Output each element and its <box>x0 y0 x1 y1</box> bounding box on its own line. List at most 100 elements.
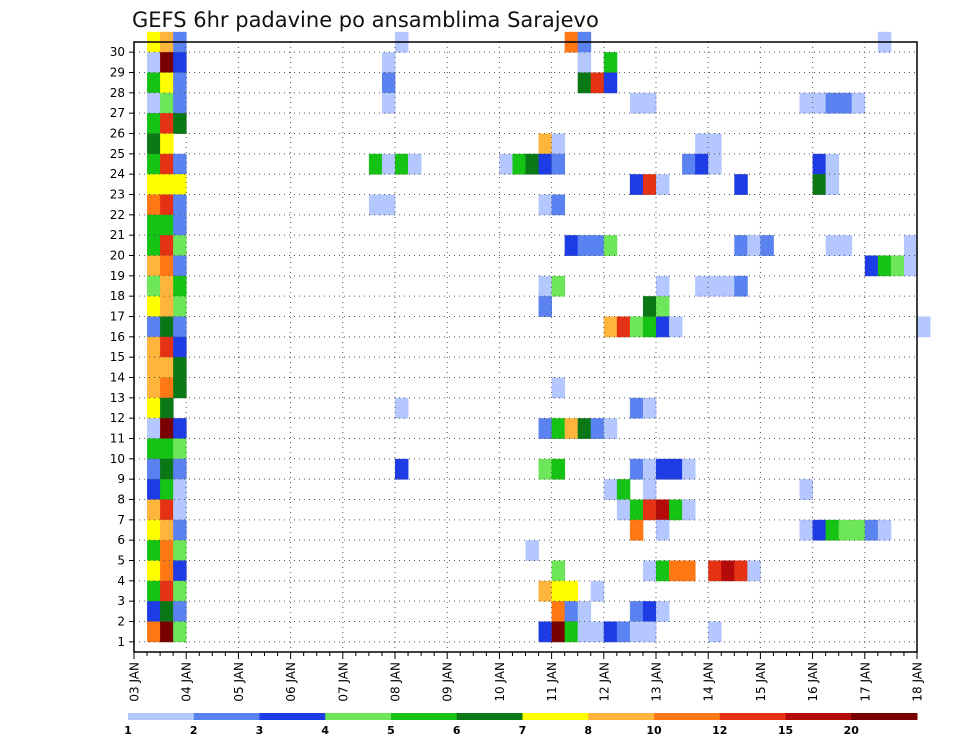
heatmap-cell <box>603 72 618 94</box>
heatmap-cell <box>538 133 552 155</box>
colorbar-label: 12 <box>712 724 727 737</box>
heatmap-cell <box>173 92 187 114</box>
heatmap-cell <box>864 519 879 541</box>
heatmap-cell <box>147 499 161 521</box>
y-tick-label: 11 <box>110 432 125 446</box>
heatmap-cell <box>160 72 174 94</box>
heatmap-cell <box>147 377 161 399</box>
heatmap-cell <box>147 560 161 582</box>
heatmap-cell <box>147 418 161 439</box>
x-tick-label: 11 JAN <box>545 662 559 702</box>
heatmap-cell <box>656 499 670 521</box>
heatmap-cell <box>603 418 618 439</box>
heatmap-cell <box>864 255 879 277</box>
heatmap-cell <box>551 377 566 399</box>
heatmap-cell <box>173 601 187 622</box>
y-tick-label: 1 <box>117 635 125 649</box>
heatmap-cell <box>381 72 396 94</box>
heatmap-cell <box>616 621 631 643</box>
heatmap-cell <box>160 458 174 480</box>
heatmap-cell <box>825 92 840 114</box>
x-tick-label: 04 JAN <box>180 662 194 702</box>
heatmap-cell <box>642 601 657 622</box>
heatmap-cell <box>642 560 657 582</box>
heatmap-cell <box>629 499 644 521</box>
heatmap-cell <box>381 92 396 114</box>
heatmap-cell <box>695 133 709 155</box>
heatmap-cell <box>147 133 161 155</box>
heatmap-cell <box>603 621 618 643</box>
heatmap-cell <box>525 540 539 561</box>
heatmap-cell <box>147 357 161 378</box>
colorbar-swatch <box>654 713 721 720</box>
heatmap-cell <box>590 621 605 643</box>
y-tick-label: 18 <box>110 289 125 303</box>
heatmap-cell <box>160 438 174 460</box>
heatmap-cell <box>838 235 853 256</box>
heatmap-cell <box>173 296 187 317</box>
heatmap-cell <box>629 458 644 480</box>
y-tick-label: 29 <box>110 66 125 80</box>
heatmap-cell <box>147 540 161 561</box>
heatmap-cell <box>160 601 174 622</box>
heatmap-cell <box>147 336 161 358</box>
x-tick-label: 07 JAN <box>336 662 350 702</box>
heatmap-cell <box>160 153 174 175</box>
x-tick-label: 10 JAN <box>493 662 507 702</box>
heatmap-cell <box>590 580 605 602</box>
heatmap-cell <box>799 92 813 114</box>
y-tick-label: 17 <box>110 310 125 324</box>
heatmap-cell <box>173 418 187 439</box>
heatmap-cell <box>642 458 657 480</box>
heatmap-cell <box>147 153 161 175</box>
y-tick-label: 30 <box>110 45 125 59</box>
heatmap-cell <box>734 275 748 297</box>
heatmap-cell <box>173 519 187 541</box>
heatmap-cell <box>160 499 174 521</box>
heatmap-cell <box>603 235 618 256</box>
heatmap-cell <box>642 397 657 419</box>
heatmap-cell <box>147 214 161 236</box>
x-tick-label: 12 JAN <box>597 662 611 702</box>
heatmap-cell <box>147 235 161 256</box>
heatmap-cell <box>173 560 187 582</box>
heatmap-cell <box>551 560 566 582</box>
x-tick-label: 03 JAN <box>128 662 142 702</box>
heatmap-cell <box>877 519 892 541</box>
y-tick-label: 3 <box>117 594 125 608</box>
heatmap-cell <box>669 316 683 338</box>
y-tick-label: 13 <box>110 391 125 405</box>
heatmap-cell <box>851 519 866 541</box>
heatmap-cell <box>656 275 670 297</box>
heatmap-cells <box>147 31 931 643</box>
heatmap-cell <box>734 174 748 195</box>
colorbar-label: 4 <box>321 724 329 737</box>
heatmap-cell <box>160 397 174 419</box>
y-tick-label: 8 <box>117 493 125 507</box>
heatmap-cell <box>890 255 905 277</box>
heatmap-cell <box>903 255 918 277</box>
heatmap-cell <box>708 560 722 582</box>
heatmap-cell <box>173 479 187 500</box>
heatmap-cell <box>629 397 644 419</box>
heatmap-cell <box>395 397 409 419</box>
x-tick-label: 16 JAN <box>806 662 820 702</box>
heatmap-cell <box>538 153 552 175</box>
heatmap-cell <box>395 153 409 175</box>
heatmap-cell <box>147 479 161 500</box>
heatmap-cell <box>147 397 161 419</box>
heatmap-cell <box>564 418 579 439</box>
y-tick-label: 26 <box>110 127 125 141</box>
heatmap-cell <box>642 92 657 114</box>
heatmap-cell <box>147 621 161 643</box>
heatmap-cell <box>160 418 174 439</box>
heatmap-cell <box>160 357 174 378</box>
colorbar-swatch <box>851 713 918 720</box>
colorbar-swatch <box>193 713 260 720</box>
x-tick-label: 06 JAN <box>284 662 298 702</box>
heatmap-cell <box>173 438 187 460</box>
heatmap-cell <box>629 316 644 338</box>
heatmap-cell <box>721 560 735 582</box>
heatmap-cell <box>642 479 657 500</box>
heatmap-cell <box>682 153 696 175</box>
